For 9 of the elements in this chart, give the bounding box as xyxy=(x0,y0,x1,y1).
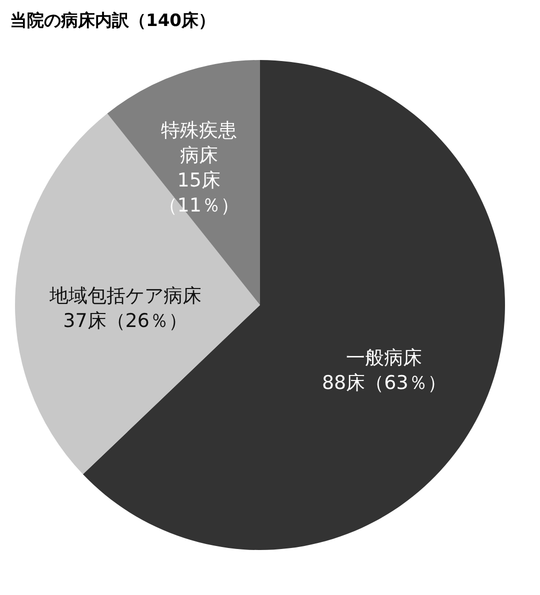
slice-label: 特殊疾患病床 xyxy=(160,119,237,166)
slice-label: 一般病床 xyxy=(346,347,422,370)
data-label: 15床（11％） xyxy=(158,169,240,216)
pie-slice xyxy=(15,113,260,474)
data-label: 88床（63％） xyxy=(322,372,446,394)
chart-title: 当院の病床内訳（140床） xyxy=(10,11,216,31)
data-label: 37床（26％） xyxy=(63,310,188,332)
slice-label: 地域包括ケア病床 xyxy=(48,284,202,307)
pie-slice xyxy=(107,60,260,305)
